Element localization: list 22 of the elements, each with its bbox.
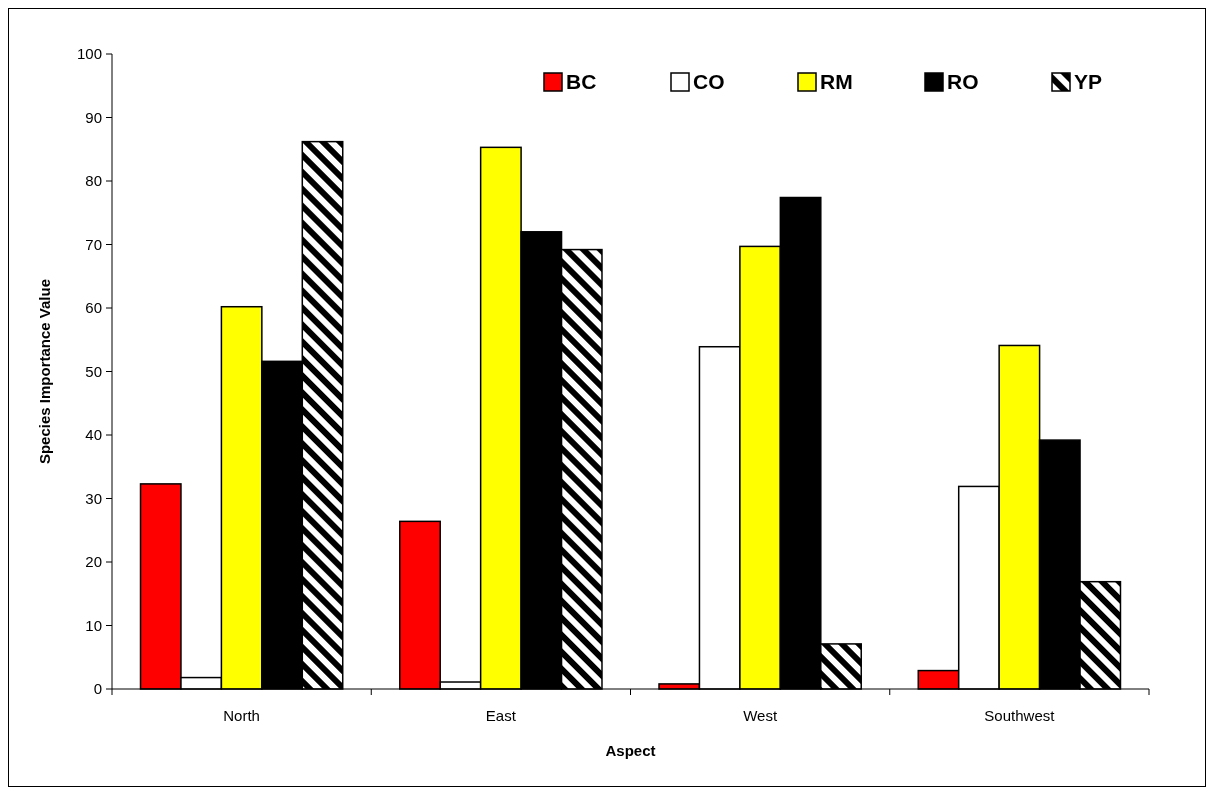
x-tick-label: North — [223, 707, 260, 724]
legend-label: RO — [947, 70, 979, 94]
y-tick-label: 0 — [93, 680, 102, 698]
y-tick-label: 50 — [85, 362, 102, 380]
legend-label: CO — [693, 70, 725, 94]
y-tick-label: 60 — [85, 299, 102, 317]
y-tick-label: 10 — [85, 616, 102, 634]
x-tick-label: East — [485, 707, 517, 724]
x-tick-label: West — [743, 707, 778, 724]
y-tick-label: 100 — [76, 45, 102, 63]
x-tick-label: Southwest — [984, 707, 1056, 724]
y-tick-label: 70 — [85, 235, 102, 253]
legend-label: BC — [566, 70, 597, 94]
legend-label: YP — [1074, 70, 1103, 94]
y-axis-title: Species Importance Value — [36, 278, 53, 465]
y-tick-label: 30 — [85, 489, 102, 507]
y-tick-label: 80 — [85, 172, 102, 190]
legend-label: RM — [820, 70, 853, 94]
y-tick-label: 40 — [85, 426, 102, 444]
y-tick-label: 90 — [85, 108, 102, 126]
x-axis-title: Aspect — [605, 742, 656, 759]
y-tick-label: 20 — [85, 553, 102, 571]
